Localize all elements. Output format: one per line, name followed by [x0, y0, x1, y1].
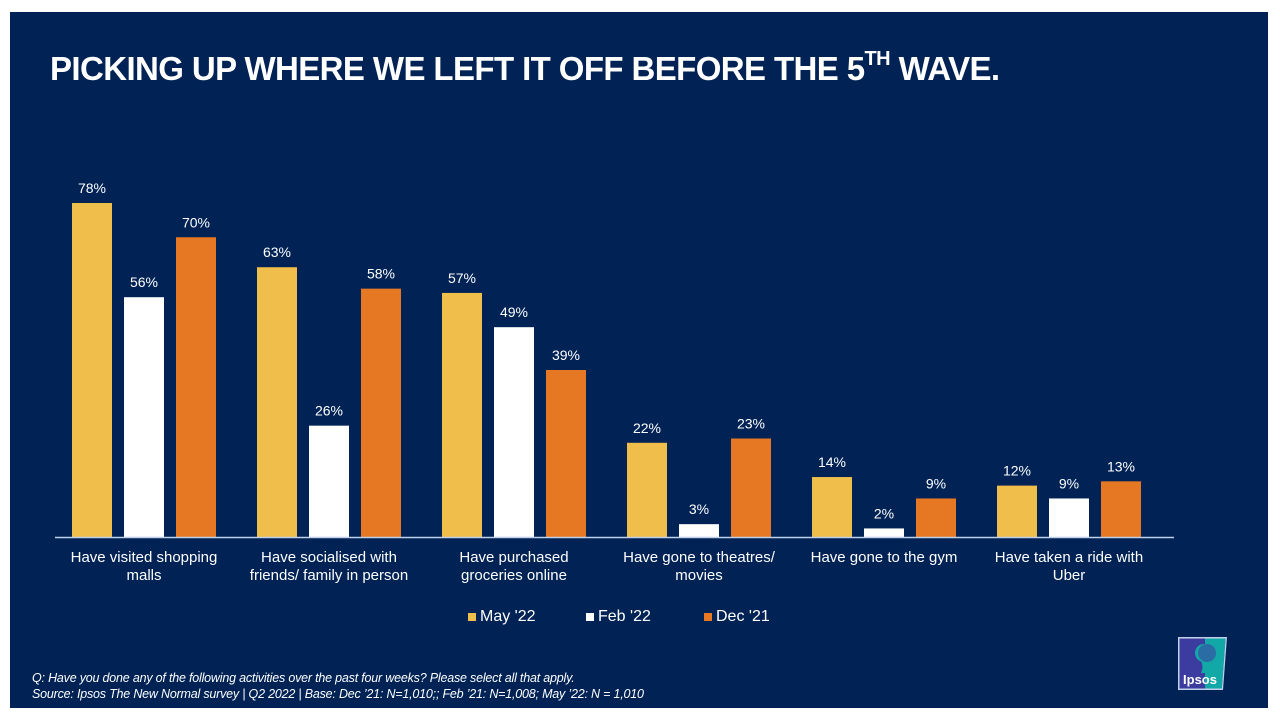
bar [997, 485, 1037, 537]
data-label: 22% [633, 420, 661, 436]
bar [1101, 481, 1141, 537]
category-label: Have taken a ride with [995, 549, 1143, 566]
legend-label: Dec '21 [716, 608, 770, 625]
bar [257, 267, 297, 537]
category-label: Have gone to the gym [811, 549, 958, 566]
bar [546, 370, 586, 537]
data-label: 39% [552, 347, 580, 363]
data-label: 3% [689, 501, 709, 517]
legend-swatch [468, 613, 476, 621]
logo-text: Ipsos [1183, 672, 1217, 687]
legend-swatch [704, 613, 712, 621]
data-label: 57% [448, 270, 476, 286]
legend-label: May '22 [480, 608, 536, 625]
bar [124, 297, 164, 537]
data-label: 12% [1003, 463, 1031, 479]
slide: PICKING UP WHERE WE LEFT IT OFF BEFORE T… [10, 12, 1268, 708]
data-label: 78% [78, 180, 106, 196]
bar [916, 498, 956, 537]
footnote-source: Source: Ipsos The New Normal survey | Q2… [32, 687, 644, 701]
legend-item: Dec '21 [704, 608, 770, 626]
category-label: Have gone to theatres/ [623, 549, 776, 566]
slide-title: PICKING UP WHERE WE LEFT IT OFF BEFORE T… [50, 48, 1000, 87]
data-label: 14% [818, 454, 846, 470]
legend-swatch [586, 613, 594, 621]
footnote: Q: Have you done any of the following ac… [32, 670, 644, 702]
bar [731, 438, 771, 537]
category-label: Have visited shopping [71, 549, 218, 566]
data-label: 23% [737, 416, 765, 432]
data-label: 63% [263, 244, 291, 260]
data-label: 70% [182, 214, 210, 230]
ipsos-logo: Ipsos [1178, 637, 1227, 690]
category-label: Have purchased [459, 549, 568, 566]
category-label: groceries online [461, 567, 567, 584]
bar [864, 528, 904, 537]
bar [679, 524, 719, 537]
data-label: 49% [500, 304, 528, 320]
data-label: 58% [367, 266, 395, 282]
data-label: 9% [926, 475, 946, 491]
category-label: Have socialised with [261, 549, 397, 566]
bar [1049, 498, 1089, 537]
category-label: friends/ family in person [250, 567, 408, 584]
category-group: 22% 3% 23% Have gone to theatres/movies [623, 416, 776, 584]
data-label: 9% [1059, 475, 1079, 491]
data-label: 26% [315, 403, 343, 419]
data-label: 2% [874, 505, 894, 521]
bar [361, 288, 401, 537]
bar [72, 203, 112, 537]
category-group: 14% 2% 9% Have gone to the gym [811, 454, 958, 566]
bar [627, 442, 667, 537]
bar [309, 425, 349, 537]
bar [812, 477, 852, 537]
category-label: Uber [1053, 567, 1086, 584]
category-label: malls [126, 567, 161, 584]
data-label: 13% [1107, 458, 1135, 474]
bar [442, 292, 482, 537]
bar [494, 327, 534, 537]
legend-label: Feb '22 [598, 608, 651, 625]
legend-item: Feb '22 [586, 608, 651, 626]
title-superscript: TH [864, 48, 891, 70]
bar [176, 237, 216, 537]
data-label: 56% [130, 274, 158, 290]
legend-item: May '22 [468, 608, 536, 626]
category-label: movies [675, 567, 723, 584]
footnote-question: Q: Have you done any of the following ac… [32, 671, 575, 685]
